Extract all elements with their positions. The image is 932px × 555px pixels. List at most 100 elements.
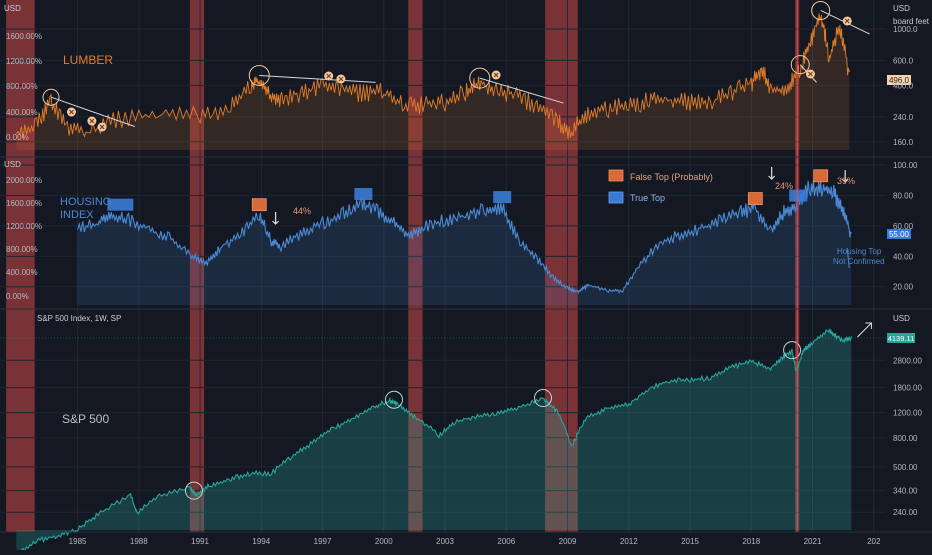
housing-left-tick: 2000.00% (6, 176, 42, 185)
true-top-box (789, 189, 808, 202)
recession-band-1 (189, 0, 205, 532)
lumber-right-tick: 240.0 (893, 113, 914, 122)
housing-right-tick: 60.00 (893, 222, 914, 231)
housing-left-tick: 1600.00% (6, 199, 42, 208)
lumber-last-value: 496.0 (889, 76, 910, 85)
right-axis-background (886, 0, 932, 550)
x-tick-label: 2015 (681, 537, 699, 546)
sp500-top-circle (184, 481, 203, 500)
x-icon-cross (808, 71, 813, 77)
sp500-line (16, 328, 852, 555)
sp500-top-circle (534, 389, 553, 408)
x-icon-cross (338, 76, 344, 82)
sp500-right-tick: 800.00 (893, 434, 918, 443)
x-tick-label: 2012 (620, 537, 638, 546)
false-top-x-icon (805, 69, 815, 79)
sp500-title: S&P 500 (62, 412, 109, 426)
lumber-trend-line (479, 77, 564, 104)
sp500-right-tick: 2800.00 (893, 356, 922, 365)
x-icon-cross (326, 73, 332, 79)
sp500-right-tick: 1800.00 (893, 384, 922, 393)
lumber-left-tick: 400.00% (6, 108, 38, 117)
x-tick-label: 202 (867, 537, 881, 546)
recession-band-2 (408, 0, 423, 532)
lumber-left-tick: 1200.00% (6, 57, 42, 66)
true-top-box (493, 191, 512, 204)
sp500-top-circle (783, 341, 802, 360)
x-icon-cross (844, 18, 850, 24)
down-arrow-icon (768, 167, 776, 180)
lumber-right-tick: 600.0 (893, 56, 914, 65)
housing-left-unit: USD (4, 160, 21, 169)
lumber-last-value-tag: 496.0 (887, 75, 911, 85)
x-tick-label: 2003 (436, 537, 454, 546)
annotation-39pct: 39% (837, 176, 855, 186)
lumber-top-circle (42, 88, 60, 106)
sp500-right-tick: 340.00 (893, 487, 918, 496)
lumber-top-circle (811, 0, 831, 20)
x-tick-label: 1994 (252, 537, 270, 546)
lumber-right-tick: 1000.0 (893, 25, 918, 34)
lumber-title: LUMBER (63, 53, 113, 67)
false-top-x-icon (324, 71, 334, 81)
false-top-x-icon (491, 70, 501, 80)
lumber-right-tick: 400.0 (893, 81, 914, 90)
sp500-header: S&P 500 Index, 1W, SP (37, 314, 121, 323)
sp500-right-tick: 1200.00 (893, 409, 922, 418)
housing-left-tick: 0.00% (6, 292, 29, 301)
housing-last-value-tag: 55.00 (887, 229, 911, 239)
true-top-box (107, 198, 134, 211)
recession-band-0 (6, 0, 35, 532)
lumber-top-circle (469, 67, 491, 89)
lumber-right-tick: 160.0 (893, 138, 914, 147)
false-top-x-icon (336, 74, 346, 84)
down-arrow-icon (272, 212, 280, 225)
lumber-left-tick: 0.00% (6, 133, 29, 142)
true-top-box (354, 188, 373, 201)
housing-left-tick: 1200.00% (6, 222, 42, 231)
false-top-x-icon (842, 16, 852, 26)
annotation-housing-top-line-1: Housing Top (837, 247, 882, 256)
housing-pointer-line (846, 247, 850, 269)
lumber-left-unit: USD (4, 4, 21, 13)
legend-label-false-top: False Top (Probably) (630, 172, 713, 182)
lumber-right-unit: USD (893, 4, 910, 13)
sp500-top-circle (385, 390, 404, 409)
lumber-right-unit-2: board feet (893, 17, 930, 26)
lumber-trend-line (259, 74, 376, 83)
x-tick-label: 2006 (497, 537, 515, 546)
x-tick-label: 2018 (742, 537, 760, 546)
housing-title-line-1: HOUSING (60, 196, 111, 208)
lumber-top-circle (790, 55, 810, 75)
false-top-x-icon (66, 107, 76, 117)
legend-swatch-false-top (608, 169, 624, 182)
x-icon-cross (69, 109, 74, 115)
false-top-x-icon (97, 122, 107, 132)
lumber-left-tick: 800.00% (6, 82, 38, 91)
legend-swatch-true-top (608, 191, 624, 204)
x-tick-label: 1997 (314, 537, 332, 546)
lumber-left-tick: 1600.00% (6, 32, 42, 41)
legend: False Top (Probably) True Top (608, 169, 713, 204)
x-tick-label: 1988 (130, 537, 148, 546)
annotation-24pct: 24% (775, 181, 793, 191)
legend-label-true-top: True Top (630, 193, 665, 203)
x-tick-label: 2000 (375, 537, 393, 546)
lumber-top-circle (248, 64, 270, 86)
lumber-area (16, 13, 850, 151)
sp500-right-unit: USD (893, 314, 910, 323)
false-top-x-icon (87, 116, 97, 126)
x-tick-label: 1991 (191, 537, 209, 546)
housing-title-line-2: INDEX (60, 209, 94, 221)
housing-right-tick: 20.00 (893, 283, 914, 292)
sp500-last-value: 4139.11 (888, 334, 915, 343)
down-arrow-icon (841, 170, 849, 183)
housing-right-tick: 80.00 (893, 191, 914, 200)
housing-right-tick: 100.00 (893, 161, 918, 170)
false-top-box (747, 192, 763, 205)
false-top-box (251, 198, 267, 212)
housing-left-tick: 800.00% (6, 245, 38, 254)
housing-left-tick: 400.00% (6, 268, 38, 277)
sp500-right-tick: 240.00 (893, 508, 918, 517)
